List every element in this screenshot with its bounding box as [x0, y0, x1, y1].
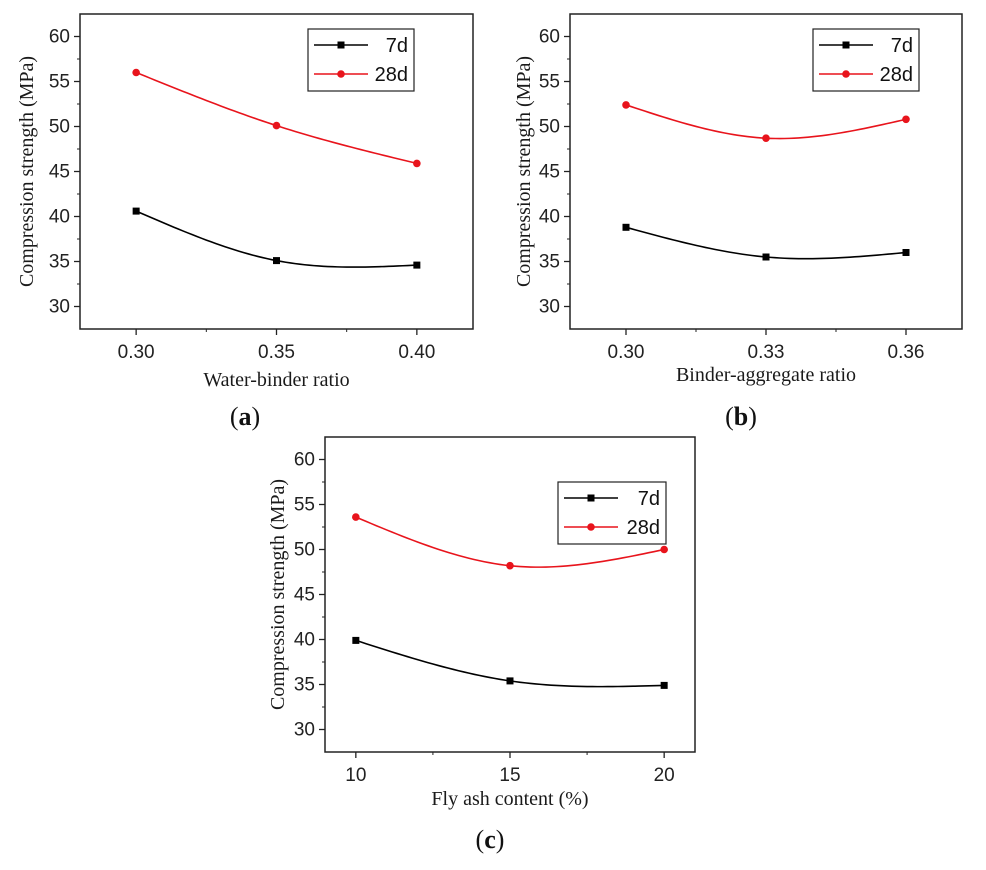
chart-panel-b: 30 35 40 45 50 55 60 0.30 0.33 0.36 Compression st…: [513, 13, 963, 431]
x-tick-label: 20: [654, 765, 675, 786]
legend-label-28d: 28d: [880, 64, 913, 86]
data-point-7d: [352, 636, 360, 644]
y-tick-label: 35: [539, 252, 560, 273]
x-tick-label: 10: [345, 765, 366, 786]
y-tick-label: 45: [539, 162, 560, 183]
data-point-28d: [902, 115, 910, 124]
data-point-7d: [273, 257, 280, 265]
x-axis-title: Water-binder ratio: [203, 369, 349, 391]
y-tick-label: 50: [294, 540, 315, 561]
legend-marker-7d: [842, 41, 850, 49]
data-point-28d: [506, 561, 514, 570]
y-axis-title: Compression strength (MPa): [513, 56, 535, 287]
data-point-28d: [132, 68, 140, 77]
y-tick-label: 35: [294, 675, 315, 696]
y-tick-label: 30: [294, 720, 315, 741]
y-tick-label: 45: [49, 162, 70, 183]
x-tick-label: 0.35: [258, 342, 295, 363]
y-tick-label: 30: [49, 297, 70, 318]
legend-marker-28d: [587, 523, 595, 531]
y-tick-label: 40: [294, 630, 315, 651]
y-tick-label: 60: [294, 450, 315, 471]
x-tick-label: 0.30: [118, 342, 155, 363]
legend-label-7d: 7d: [386, 35, 408, 57]
data-point-7d: [132, 207, 140, 215]
y-tick-label: 60: [539, 27, 560, 48]
y-tick-label: 55: [49, 72, 70, 93]
y-tick-label: 50: [539, 117, 560, 138]
data-point-7d: [660, 681, 668, 689]
x-tick-label: 15: [499, 765, 520, 786]
data-point-7d: [622, 223, 630, 231]
legend-marker-28d: [842, 70, 850, 78]
x-tick-label: 0.36: [888, 342, 925, 363]
legend-label-7d: 7d: [638, 488, 660, 510]
data-point-7d: [413, 261, 421, 269]
legend-label-7d: 7d: [891, 35, 913, 57]
data-point-28d: [762, 134, 770, 142]
x-axis-title: Binder-aggregate ratio: [676, 364, 856, 386]
y-tick-label: 60: [49, 27, 70, 48]
data-point-7d: [506, 677, 514, 685]
y-tick-label: 50: [49, 117, 70, 138]
chart-panel-c: 30 35 40 45 50 55 60 10 15 20 Compression strength…: [267, 436, 696, 854]
panel-caption: (b): [725, 402, 757, 431]
x-tick-label: 0.40: [398, 342, 435, 363]
data-point-7d: [762, 253, 770, 261]
x-tick-label: 0.33: [748, 342, 785, 363]
series-line-28d: [625, 104, 907, 140]
legend-box: [557, 481, 667, 545]
legend-label-28d: 28d: [375, 64, 408, 86]
legend-marker-28d: [337, 70, 345, 78]
y-tick-label: 40: [539, 207, 560, 228]
y-axis-title: Compression strength (MPa): [267, 479, 289, 710]
data-point-28d: [272, 121, 281, 130]
legend-box: [812, 28, 920, 92]
data-point-28d: [660, 545, 668, 554]
legend-marker-7d: [587, 494, 595, 502]
x-axis-title: Fly ash content (%): [431, 788, 588, 810]
data-point-28d: [352, 513, 360, 521]
data-point-7d: [902, 249, 910, 256]
y-tick-label: 55: [539, 72, 560, 93]
chart-panel-a: 30 35 40 45 50 55 60 0.30 0.35 0.40 Compression st…: [16, 13, 474, 431]
y-axis-title: Compression strength (MPa): [16, 56, 38, 287]
y-tick-label: 40: [49, 207, 70, 228]
legend-label-28d: 28d: [627, 517, 660, 539]
y-tick-label: 35: [49, 252, 70, 273]
y-tick-label: 30: [539, 297, 560, 318]
x-tick-label: 0.30: [608, 342, 645, 363]
y-tick-label: 55: [294, 495, 315, 516]
y-tick-label: 45: [294, 585, 315, 606]
panel-caption: (a): [230, 402, 260, 431]
panel-caption: (c): [476, 825, 505, 854]
legend-marker-7d: [337, 41, 345, 49]
data-point-28d: [413, 159, 421, 168]
data-point-28d: [622, 101, 630, 109]
legend-box: [307, 28, 415, 92]
